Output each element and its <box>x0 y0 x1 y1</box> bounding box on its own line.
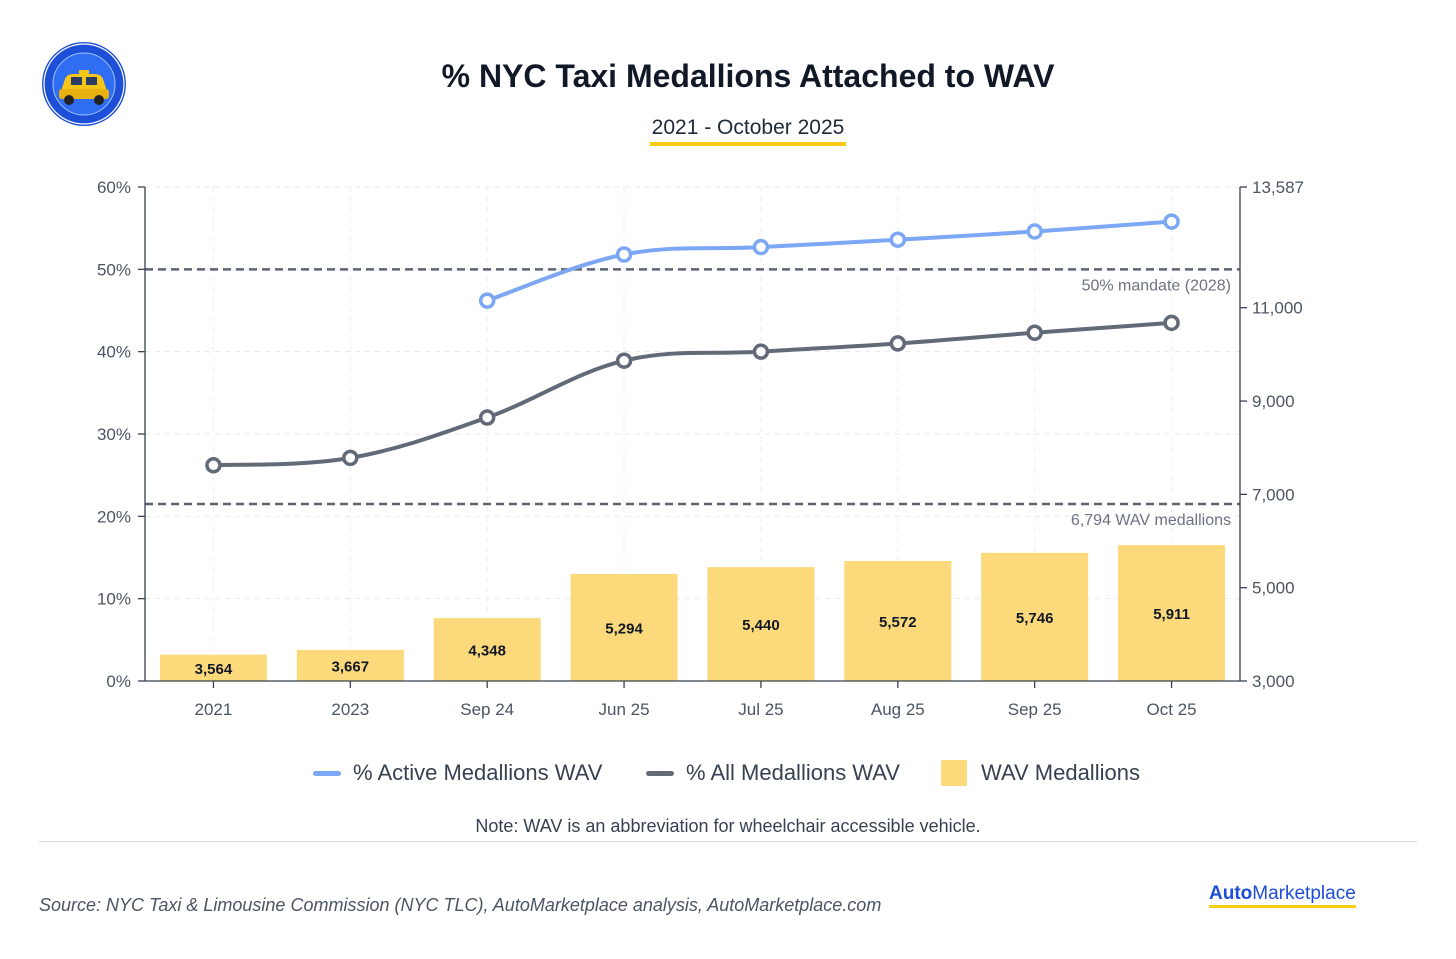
bar-wav-medallions <box>570 573 678 681</box>
x-axis-tick-label: 2023 <box>331 700 369 719</box>
legend-swatch-all <box>646 770 674 776</box>
line-all-medallions-point <box>478 409 496 426</box>
bar-data-label: 5,440 <box>742 617 780 634</box>
bar-wav-medallions <box>707 567 815 681</box>
line-all-medallions-point <box>205 457 222 474</box>
x-axis-tick-label: Sep 24 <box>460 700 514 719</box>
bar-data-label: 5,294 <box>605 620 643 637</box>
footer-divider <box>39 841 1417 842</box>
bar-wav-medallions <box>844 560 952 681</box>
reference-line-label: 50% mandate (2028) <box>1082 277 1231 294</box>
chart-note: Note: WAV is an abbreviation for wheelch… <box>475 816 981 836</box>
left-axis-tick-label: 20% <box>97 507 131 526</box>
combo-chart: 3,564 3,667 4,348 5,294 5,440 5,572 5,746 5,911… <box>97 178 1304 719</box>
bar-data-label: 4,348 <box>468 643 506 660</box>
line-active-medallions <box>485 219 1174 303</box>
bar-wav-medallions <box>296 649 404 681</box>
right-axis-tick-label: 3,000 <box>1252 672 1295 691</box>
line-active-medallions-point <box>889 231 907 248</box>
x-axis-tick-label: Oct 25 <box>1147 700 1197 719</box>
brand-bold: Auto <box>1209 883 1253 904</box>
x-axis-tick-label: Jul 25 <box>738 700 783 719</box>
legend-label-active: % Active Medallions WAV <box>353 760 603 785</box>
legend: % Active Medallions WAV % All Medallions… <box>0 760 1456 796</box>
line-active-medallions-point <box>1026 223 1043 240</box>
bar-wav-medallions <box>433 618 541 681</box>
legend-item-active[interactable]: % Active Medallions WAV <box>313 760 602 786</box>
right-axis-tick-label: 11,000 <box>1252 299 1303 318</box>
reference-line-label: 6,794 WAV medallions <box>1071 512 1231 529</box>
legend-swatch-wav <box>941 760 967 786</box>
legend-swatch-active <box>313 770 341 776</box>
left-axis-tick-label: 60% <box>97 178 131 197</box>
legend-item-wav[interactable]: WAV Medallions <box>941 760 1140 786</box>
line-all-medallions-point <box>1026 324 1043 341</box>
line-all-medallions-point <box>342 449 359 467</box>
legend-label-all: % All Medallions WAV <box>686 760 900 785</box>
line-all-medallions-point <box>615 352 633 369</box>
line-all-medallions-point <box>752 343 770 360</box>
x-axis-tick-label: Aug 25 <box>871 700 925 719</box>
bar-wav-medallions <box>1118 545 1226 681</box>
left-axis-tick-label: 50% <box>97 260 131 279</box>
line-all-medallions <box>211 320 1174 468</box>
taxi-badge-icon <box>42 42 126 126</box>
left-axis-tick-label: 40% <box>97 343 131 362</box>
chart-title: % NYC Taxi Medallions Attached to WAV <box>441 58 1055 94</box>
right-axis-tick-label: 5,000 <box>1252 579 1295 598</box>
left-axis-tick-label: 30% <box>97 425 131 444</box>
chart-subtitle: 2021 - October 2025 <box>649 116 847 146</box>
line-active-medallions-point <box>615 246 633 263</box>
x-axis-tick-label: 2021 <box>195 700 233 719</box>
line-active-medallions-point <box>1163 213 1180 230</box>
x-axis-tick-label: Jun 25 <box>599 700 650 719</box>
x-axis-tick-label: Sep 25 <box>1008 700 1062 719</box>
right-axis-tick-label: 13,587 <box>1252 178 1304 197</box>
legend-label-wav: WAV Medallions <box>981 760 1140 785</box>
bar-wav-medallions <box>981 552 1089 681</box>
right-axis-tick-label: 7,000 <box>1252 485 1295 504</box>
bar-data-label: 5,746 <box>1016 610 1054 627</box>
brand-rest: Marketplace <box>1252 883 1356 904</box>
line-active-medallions-point <box>478 292 496 309</box>
line-all-medallions-point <box>1163 314 1180 332</box>
bar-wav-medallions <box>159 654 267 681</box>
right-axis-tick-label: 9,000 <box>1252 392 1295 411</box>
bar-data-label: 3,564 <box>195 661 233 678</box>
bar-data-label: 5,911 <box>1153 606 1190 623</box>
left-axis-tick-label: 0% <box>106 672 131 691</box>
legend-item-all[interactable]: % All Medallions WAV <box>646 760 900 786</box>
bar-data-label: 5,572 <box>879 614 917 631</box>
bar-data-label: 3,667 <box>332 658 370 675</box>
brand-logo[interactable]: AutoMarketplace <box>1209 884 1356 908</box>
source-text: Source: NYC Taxi & Limousine Commission … <box>39 895 882 915</box>
line-all-medallions-point <box>889 335 907 352</box>
line-active-medallions-point <box>752 238 770 256</box>
left-axis-tick-label: 10% <box>97 590 131 609</box>
